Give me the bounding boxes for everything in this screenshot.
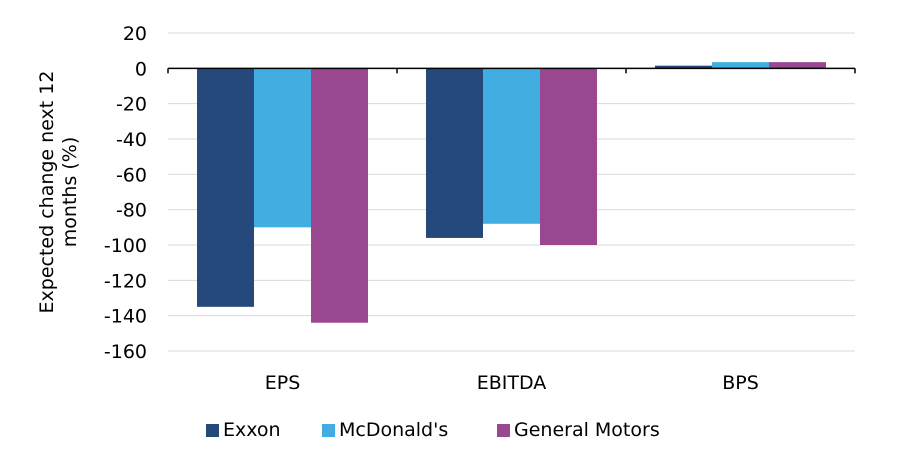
legend-swatch [206,424,219,437]
bar-exxon-ebitda [426,68,483,238]
y-axis-title: Expected change next 12months (%) [36,71,81,314]
y-tick-label: -60 [116,164,147,186]
x-category-label: BPS [722,372,759,394]
bar-mcdonald-s-bps [712,62,769,69]
axes [167,67,856,74]
y-tick-label: -100 [104,235,147,257]
y-tick-label: -20 [116,94,147,116]
bar-general-motors-eps [311,68,368,323]
y-tick-label: 20 [123,23,147,45]
x-category-label: EBITDA [477,372,547,394]
y-tick-label: -140 [104,306,147,328]
y-axis-title-line: Expected change next 12 [36,71,58,314]
bar-general-motors-ebitda [540,68,597,245]
legend-label: General Motors [514,419,660,441]
bar-exxon-bps [655,65,712,69]
legend: Exxon McDonald's General Motors [206,419,660,441]
x-category-labels: EPS EBITDA BPS [265,372,759,394]
x-category-label: EPS [265,372,301,394]
legend-label: McDonald's [339,419,448,441]
bar-general-motors-bps [769,62,826,69]
legend-swatch [497,424,510,437]
y-axis-title-line: months (%) [59,137,81,247]
y-tick-label: 0 [135,58,147,80]
bars [197,62,826,323]
y-tick-label: -40 [116,129,147,151]
legend-swatch [322,424,335,437]
y-tick-label: -120 [104,270,147,292]
y-tick-labels: 20 0 -20 -40 -60 -80 -100 -120 -140 -160 [104,23,147,363]
bar-exxon-eps [197,68,254,307]
bar-mcdonald-s-eps [254,68,311,228]
legend-label: Exxon [223,419,281,441]
bar-mcdonald-s-ebitda [483,68,540,224]
y-tick-label: -160 [104,341,147,363]
y-tick-label: -80 [116,200,147,222]
